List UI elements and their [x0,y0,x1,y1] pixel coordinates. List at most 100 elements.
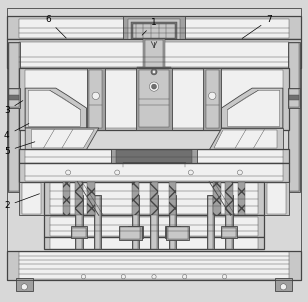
Circle shape [66,170,71,175]
Circle shape [237,170,242,175]
Bar [19,42,289,67]
Bar [289,95,299,100]
Circle shape [81,275,86,279]
Bar [16,278,33,291]
Bar [22,183,41,214]
Bar [288,42,300,192]
Bar [89,70,103,128]
Bar [150,182,158,215]
Bar [50,238,258,249]
Bar [9,89,19,107]
Bar [226,196,232,249]
Bar [128,19,180,41]
Circle shape [152,275,156,279]
Bar [71,226,87,238]
Bar [19,163,289,182]
Bar [225,182,233,215]
Bar [207,195,214,249]
Bar [150,195,158,249]
Bar [111,149,197,163]
Circle shape [92,92,99,99]
Bar [44,182,264,215]
Bar [50,217,258,236]
Text: 2: 2 [4,194,39,210]
Bar [133,196,138,249]
Text: 7: 7 [242,15,272,38]
Bar [75,195,83,249]
Circle shape [115,170,120,175]
Circle shape [222,275,227,279]
Polygon shape [31,130,94,148]
Bar [9,95,19,100]
Bar [87,182,95,215]
Text: 1: 1 [142,18,157,35]
Bar [116,150,192,163]
Polygon shape [28,90,80,127]
Bar [19,68,289,130]
Bar [8,88,20,108]
Bar [205,70,219,128]
Bar [213,182,221,215]
Circle shape [280,284,286,290]
Bar [129,228,142,237]
Bar [145,40,163,68]
Bar [95,196,100,249]
Bar [7,16,301,39]
Bar [137,67,171,74]
Bar [203,68,221,130]
Bar [132,24,176,38]
Bar [170,196,175,249]
Bar [132,182,139,215]
Bar [7,251,301,280]
Bar [165,226,180,238]
Circle shape [152,70,156,74]
Bar [264,182,289,215]
Polygon shape [214,130,277,148]
Bar [44,237,264,249]
Bar [169,195,176,249]
Bar [19,19,289,37]
Bar [131,22,177,39]
Circle shape [183,275,187,279]
Circle shape [188,170,193,175]
Polygon shape [25,128,99,149]
Bar [238,182,245,215]
Bar [275,278,292,291]
Bar [123,162,185,167]
Bar [94,195,101,249]
Bar [50,183,258,214]
Bar [166,228,179,237]
Bar [139,68,169,74]
Circle shape [209,92,216,99]
Bar [19,149,289,163]
Bar [119,226,142,240]
Bar [289,89,299,107]
Bar [63,182,70,215]
Bar [267,183,286,214]
Text: 5: 5 [4,142,35,156]
Bar [166,226,189,240]
Bar [8,42,20,192]
Bar [123,16,185,42]
Bar [136,68,172,130]
Bar [25,165,283,181]
Bar [288,88,300,108]
Bar [76,196,82,249]
Polygon shape [228,90,280,127]
Circle shape [151,69,157,75]
Circle shape [21,284,27,290]
Bar [222,228,236,237]
Bar [120,227,140,239]
Bar [25,150,283,163]
Bar [289,43,299,191]
Bar [7,39,301,68]
Polygon shape [25,88,87,128]
Bar [169,182,176,215]
Bar [221,226,237,238]
Bar [19,182,44,215]
Bar [44,215,264,237]
Bar [143,39,165,68]
Bar [128,226,143,238]
Bar [25,70,283,128]
Bar [19,252,289,278]
